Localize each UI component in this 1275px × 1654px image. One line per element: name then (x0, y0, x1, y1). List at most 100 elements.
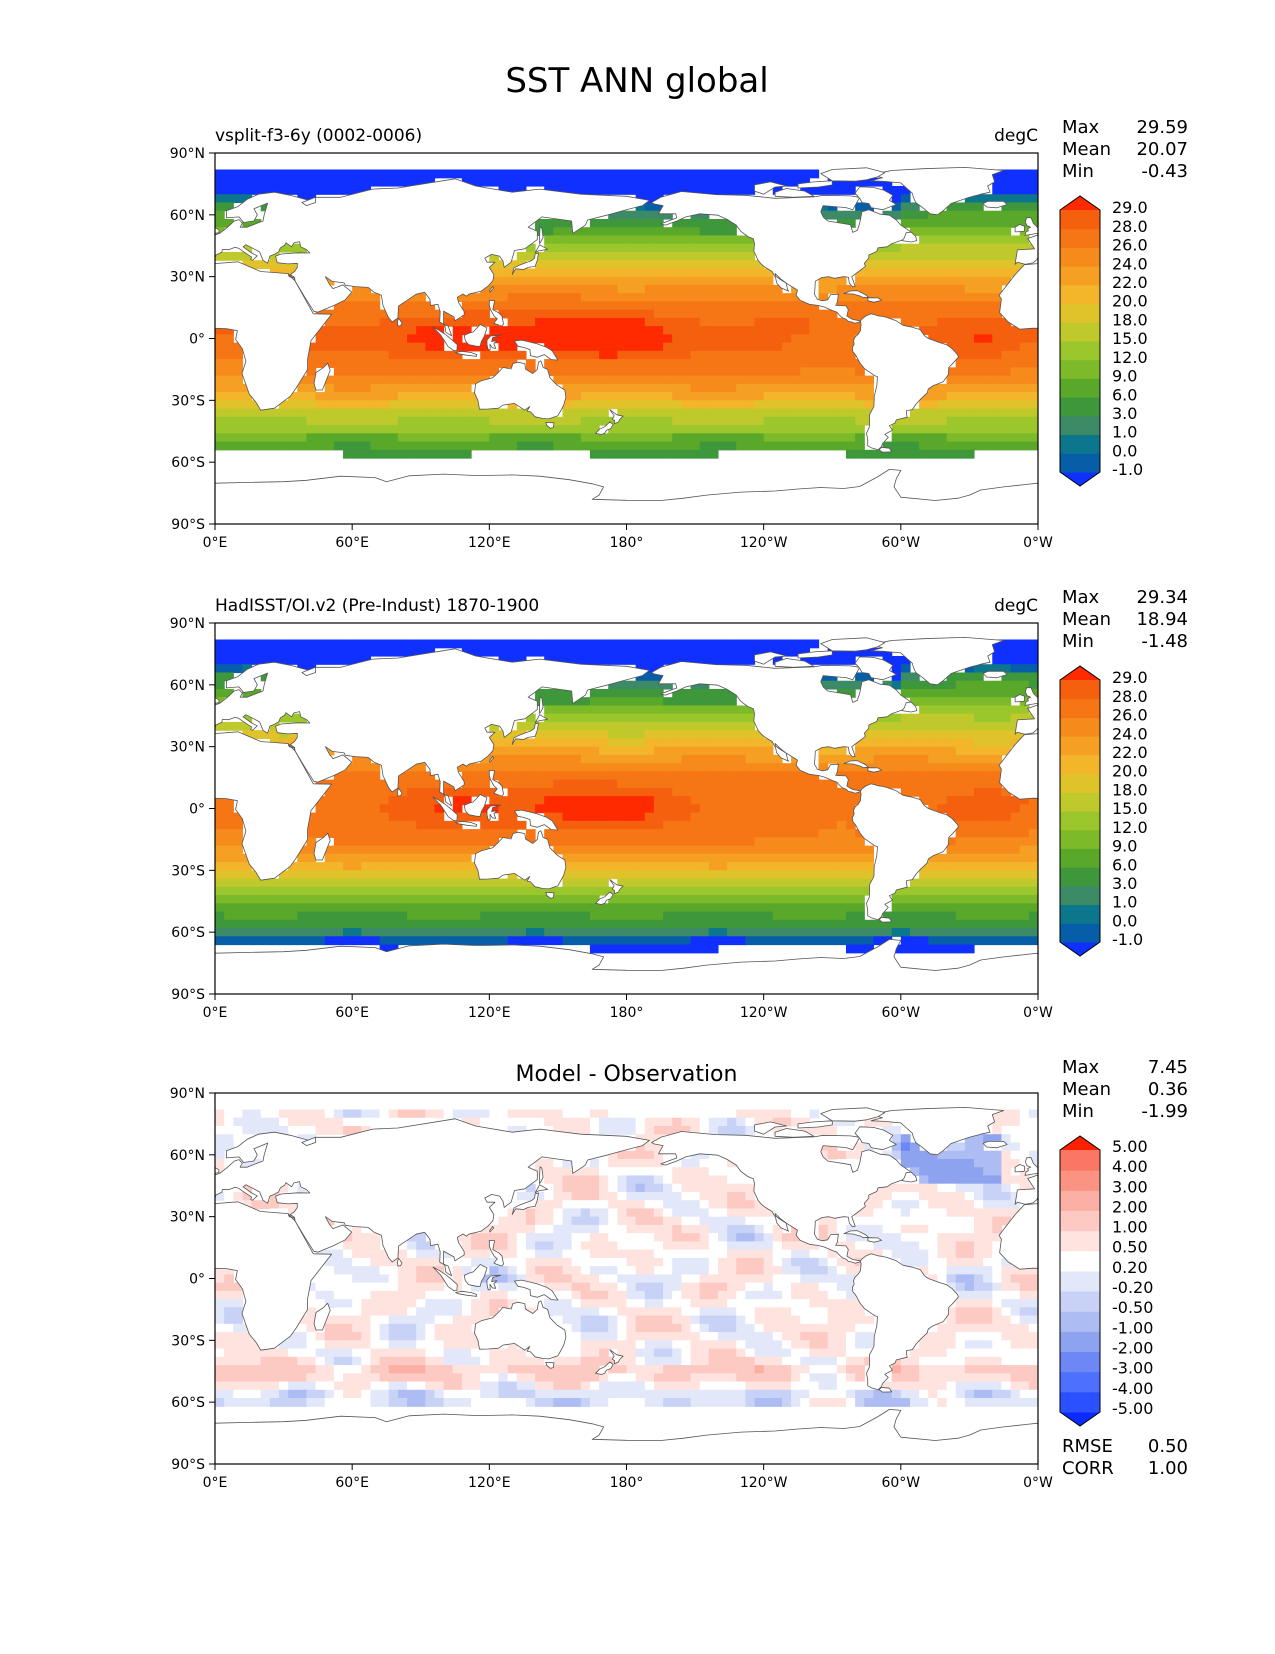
field-cell (599, 796, 609, 805)
field-cell (773, 310, 783, 319)
field-cell (681, 425, 691, 434)
field-cell (645, 442, 655, 451)
field-cell (224, 903, 234, 912)
field-cell (380, 870, 390, 879)
field-cell (663, 277, 673, 286)
field-cell (654, 697, 664, 706)
field-cell (745, 343, 755, 352)
field-cell (636, 755, 646, 764)
field-cell (316, 862, 326, 871)
field-cell (608, 697, 618, 706)
field-cell (937, 268, 947, 277)
field-cell (407, 804, 417, 813)
field-cell (407, 301, 417, 310)
field-cell (681, 417, 691, 426)
field-cell (663, 260, 673, 269)
field-cell (773, 367, 783, 376)
field-cell (599, 392, 609, 401)
field-cell (453, 367, 463, 376)
field-cell (773, 301, 783, 310)
field-cell (672, 301, 682, 310)
field-cell (627, 689, 637, 698)
field-cell (755, 318, 765, 327)
field-cell (636, 433, 646, 442)
field-cell (837, 895, 847, 904)
field-cell (691, 804, 701, 813)
field-cell (517, 252, 527, 261)
colorbar-bin (1060, 792, 1100, 811)
field-cell (654, 252, 664, 261)
field-cell (855, 780, 865, 789)
field-cell (1029, 821, 1039, 830)
field-cell (645, 648, 655, 657)
field-cell (316, 648, 326, 657)
field-cell (764, 895, 774, 904)
field-cell (855, 442, 865, 451)
field-cell (709, 235, 719, 244)
field-cell (224, 409, 234, 418)
field-cell (215, 837, 225, 846)
field-cell (416, 870, 426, 879)
field-cell (974, 788, 984, 797)
field-cell (279, 1109, 289, 1118)
field-cell (416, 343, 426, 352)
field-cell (992, 821, 1002, 830)
field-cell (691, 755, 701, 764)
field-cell (233, 433, 243, 442)
field-cell (215, 219, 225, 228)
field-cell (928, 945, 938, 954)
field-cell (233, 722, 243, 731)
field-cell (736, 351, 746, 360)
field-cell (572, 384, 582, 393)
field-cell (937, 442, 947, 451)
field-cell (444, 854, 454, 863)
field-cell (663, 359, 673, 368)
field-cell (517, 417, 527, 426)
field-cell (316, 1109, 326, 1118)
field-cell (745, 318, 755, 327)
field-cell (508, 310, 518, 319)
field-cell (553, 1118, 563, 1127)
field-cell (288, 903, 298, 912)
field-cell (279, 433, 289, 442)
field-cell (691, 301, 701, 310)
field-cell (599, 656, 609, 665)
field-cell (261, 169, 271, 178)
field-cell (672, 442, 682, 451)
field-cell (242, 887, 252, 896)
field-cell (663, 1118, 673, 1127)
field-cell (736, 425, 746, 434)
field-cell (599, 359, 609, 368)
field-cell (636, 334, 646, 343)
field-cell (974, 689, 984, 698)
field-cell (636, 310, 646, 319)
field-cell (681, 846, 691, 855)
field-cell (270, 1109, 280, 1118)
field-cell (983, 244, 993, 253)
field-cell (453, 912, 463, 921)
field-cell (508, 747, 518, 756)
field-cell (553, 219, 563, 228)
field-cell (709, 928, 719, 937)
field-cell (562, 837, 572, 846)
lat-tick-label: 0° (189, 332, 205, 348)
field-cell (636, 285, 646, 294)
field-cell (526, 936, 536, 945)
field-cell (361, 821, 371, 830)
field-cell (343, 186, 353, 195)
field-cell (956, 714, 966, 723)
field-cell (727, 252, 737, 261)
field-cell (215, 846, 225, 855)
field-cell (572, 928, 582, 937)
field-cell (617, 1118, 627, 1127)
field-cell (370, 318, 380, 327)
field-cell (462, 920, 472, 929)
field-cell (846, 442, 856, 451)
field-cell (535, 755, 545, 764)
field-cell (855, 433, 865, 442)
field-cell (252, 895, 262, 904)
field-cell (389, 425, 399, 434)
field-cell (681, 318, 691, 327)
field-cell (553, 359, 563, 368)
field-cell (352, 384, 362, 393)
